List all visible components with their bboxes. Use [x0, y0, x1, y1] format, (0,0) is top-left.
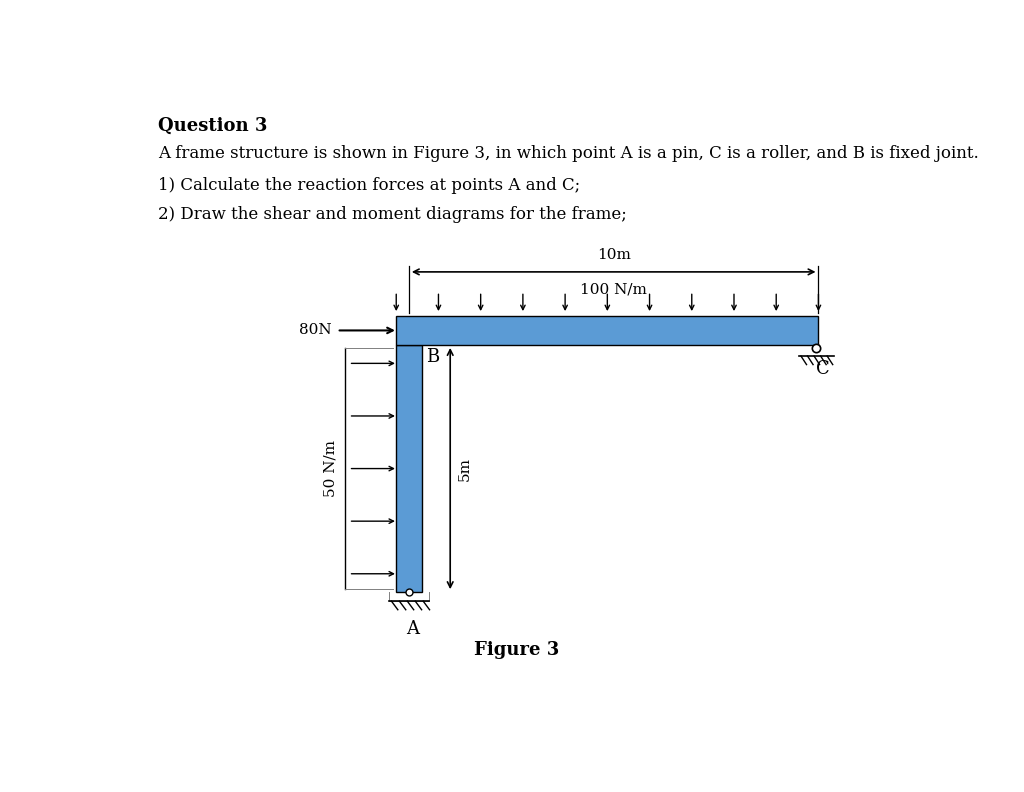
- Text: Question 3: Question 3: [158, 116, 267, 135]
- Text: A frame structure is shown in Figure 3, in which point A is a pin, C is a roller: A frame structure is shown in Figure 3, …: [158, 145, 979, 162]
- Text: B: B: [426, 348, 439, 366]
- Text: 50 N/m: 50 N/m: [324, 440, 337, 497]
- Text: A: A: [407, 619, 420, 638]
- Text: 100 N/m: 100 N/m: [581, 282, 647, 296]
- Text: Figure 3: Figure 3: [474, 641, 559, 658]
- Bar: [396, 316, 818, 345]
- Text: C: C: [815, 360, 829, 379]
- Bar: [396, 345, 422, 592]
- Text: 2) Draw the shear and moment diagrams for the frame;: 2) Draw the shear and moment diagrams fo…: [158, 206, 627, 223]
- Text: 80N: 80N: [299, 323, 331, 337]
- Text: 1) Calculate the reaction forces at points A and C;: 1) Calculate the reaction forces at poin…: [158, 177, 581, 194]
- Text: 10m: 10m: [597, 248, 631, 262]
- Text: 5m: 5m: [458, 456, 472, 481]
